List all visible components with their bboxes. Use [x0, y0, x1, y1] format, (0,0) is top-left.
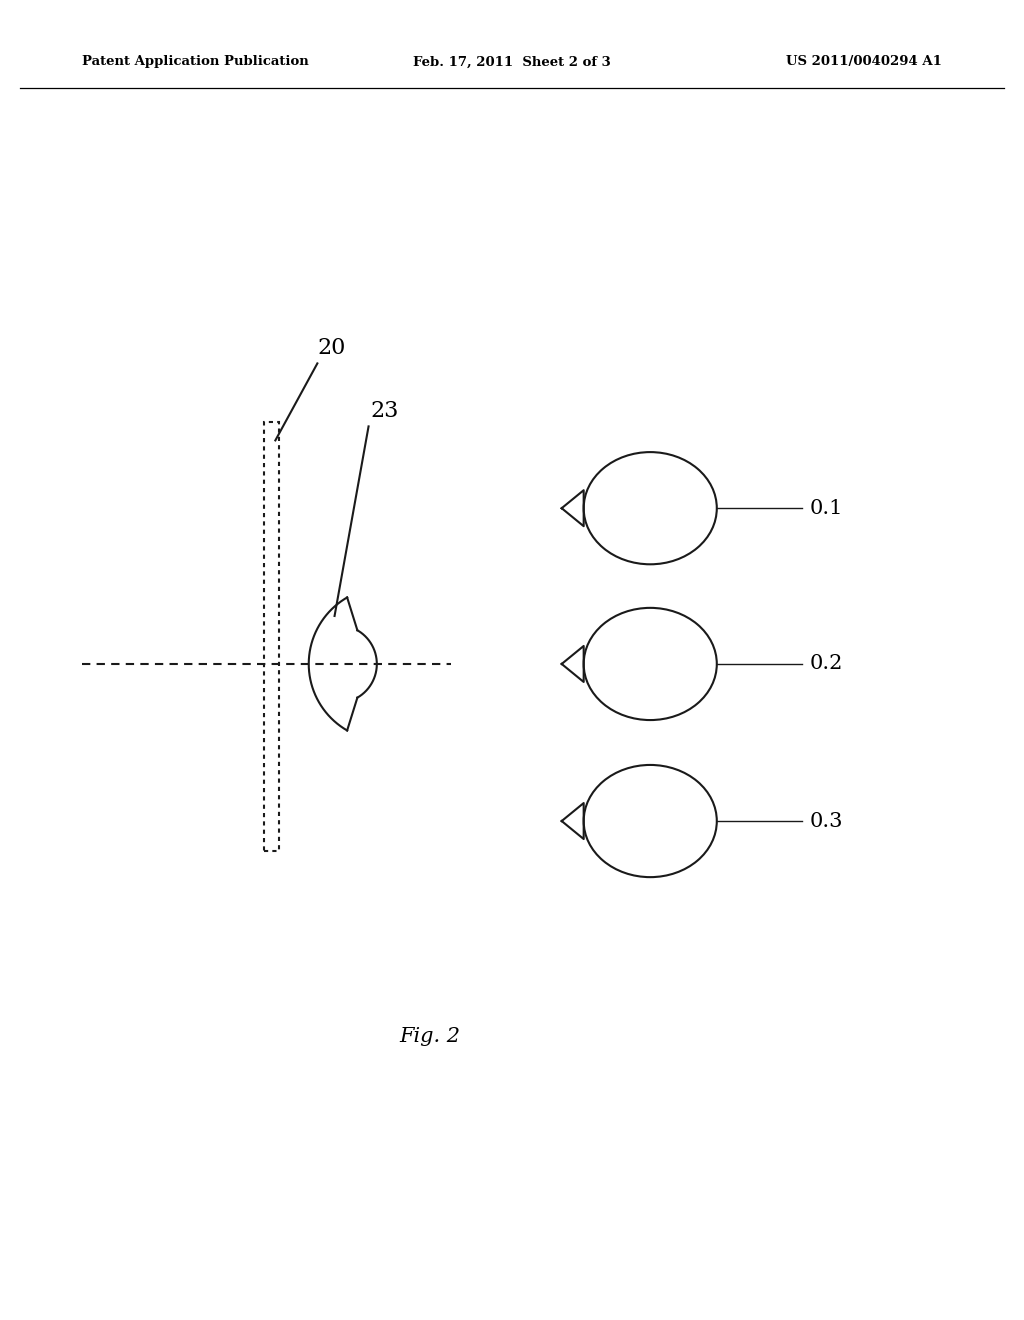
Text: 0.1: 0.1 [810, 499, 844, 517]
Bar [264, 422, 279, 851]
Text: 23: 23 [371, 400, 398, 422]
Text: Feb. 17, 2011  Sheet 2 of 3: Feb. 17, 2011 Sheet 2 of 3 [413, 55, 611, 69]
Text: Fig. 2: Fig. 2 [399, 1027, 461, 1045]
Text: US 2011/0040294 A1: US 2011/0040294 A1 [786, 55, 942, 69]
Text: 20: 20 [317, 338, 345, 359]
Text: 0.2: 0.2 [810, 655, 843, 673]
Text: Patent Application Publication: Patent Application Publication [82, 55, 309, 69]
Text: 0.3: 0.3 [810, 812, 844, 830]
